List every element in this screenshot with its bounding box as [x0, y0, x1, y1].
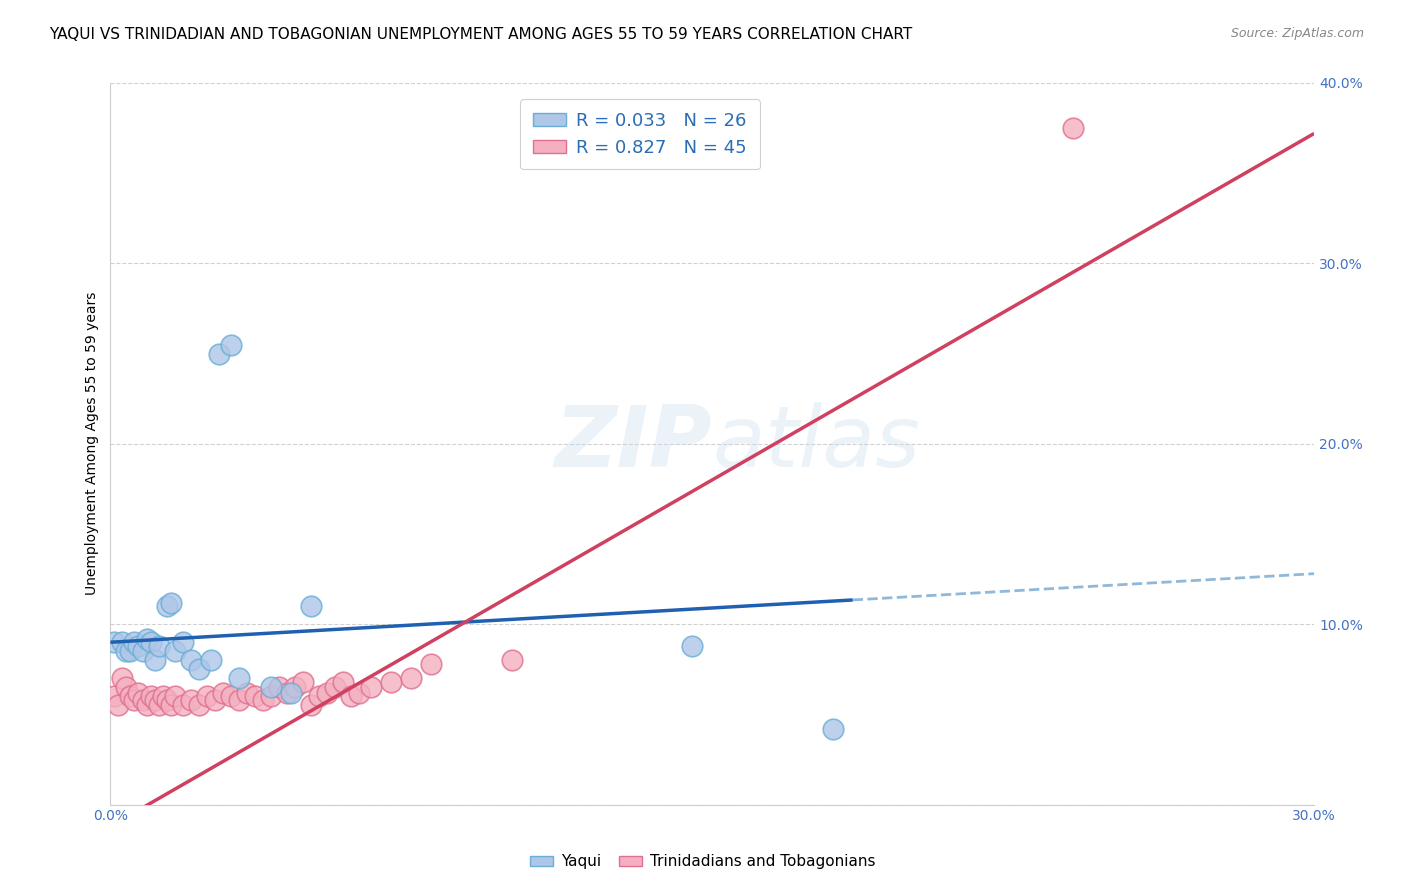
- Text: YAQUI VS TRINIDADIAN AND TOBAGONIAN UNEMPLOYMENT AMONG AGES 55 TO 59 YEARS CORRE: YAQUI VS TRINIDADIAN AND TOBAGONIAN UNEM…: [49, 27, 912, 42]
- Point: [124, 693, 146, 707]
- Point: [260, 681, 283, 695]
- Point: [155, 599, 177, 614]
- Point: [163, 644, 186, 658]
- Point: [120, 690, 142, 704]
- Point: [420, 657, 443, 671]
- Point: [148, 639, 170, 653]
- Point: [292, 674, 315, 689]
- Point: [1062, 121, 1084, 136]
- Point: [380, 674, 402, 689]
- Point: [228, 693, 250, 707]
- Point: [159, 698, 181, 713]
- Point: [501, 653, 523, 667]
- Point: [135, 632, 157, 646]
- Point: [332, 674, 354, 689]
- Point: [143, 693, 166, 707]
- Point: [195, 690, 218, 704]
- Point: [152, 690, 174, 704]
- Point: [120, 644, 142, 658]
- Point: [159, 596, 181, 610]
- Point: [180, 693, 202, 707]
- Point: [128, 639, 150, 653]
- Point: [115, 644, 138, 658]
- Point: [135, 698, 157, 713]
- Text: Source: ZipAtlas.com: Source: ZipAtlas.com: [1230, 27, 1364, 40]
- Point: [187, 662, 209, 676]
- Point: [681, 639, 703, 653]
- Point: [347, 686, 370, 700]
- Point: [219, 337, 242, 351]
- Point: [243, 690, 266, 704]
- Point: [284, 681, 307, 695]
- Point: [323, 681, 346, 695]
- Point: [219, 690, 242, 704]
- Point: [115, 681, 138, 695]
- Point: [821, 722, 844, 736]
- Point: [148, 698, 170, 713]
- Point: [107, 698, 129, 713]
- Point: [340, 690, 363, 704]
- Legend: Yaqui, Trinidadians and Tobagonians: Yaqui, Trinidadians and Tobagonians: [524, 848, 882, 875]
- Point: [172, 635, 194, 649]
- Point: [131, 644, 153, 658]
- Point: [360, 681, 382, 695]
- Point: [308, 690, 330, 704]
- Point: [211, 686, 233, 700]
- Point: [204, 693, 226, 707]
- Point: [124, 635, 146, 649]
- Point: [103, 690, 125, 704]
- Point: [111, 635, 134, 649]
- Point: [131, 693, 153, 707]
- Point: [401, 671, 423, 685]
- Point: [143, 653, 166, 667]
- Point: [267, 681, 290, 695]
- Point: [299, 599, 322, 614]
- Point: [200, 653, 222, 667]
- Point: [111, 671, 134, 685]
- Point: [139, 635, 162, 649]
- Point: [276, 686, 298, 700]
- Y-axis label: Unemployment Among Ages 55 to 59 years: Unemployment Among Ages 55 to 59 years: [86, 292, 100, 596]
- Point: [103, 635, 125, 649]
- Text: ZIP: ZIP: [554, 402, 713, 485]
- Point: [155, 693, 177, 707]
- Point: [236, 686, 259, 700]
- Text: atlas: atlas: [713, 402, 921, 485]
- Point: [187, 698, 209, 713]
- Point: [172, 698, 194, 713]
- Point: [280, 686, 302, 700]
- Point: [228, 671, 250, 685]
- Point: [139, 690, 162, 704]
- Point: [252, 693, 274, 707]
- Point: [208, 346, 231, 360]
- Point: [180, 653, 202, 667]
- Point: [163, 690, 186, 704]
- Point: [128, 686, 150, 700]
- Legend: R = 0.033   N = 26, R = 0.827   N = 45: R = 0.033 N = 26, R = 0.827 N = 45: [520, 99, 759, 169]
- Point: [316, 686, 339, 700]
- Point: [299, 698, 322, 713]
- Point: [260, 690, 283, 704]
